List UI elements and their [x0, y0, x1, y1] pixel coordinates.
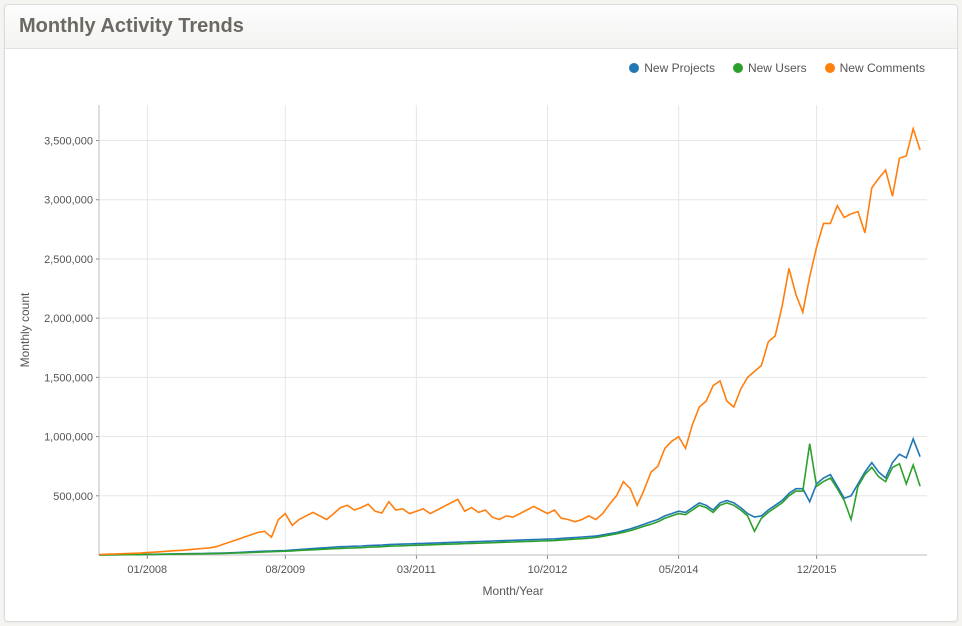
svg-text:08/2009: 08/2009	[265, 564, 305, 576]
legend-item-new-projects[interactable]: New Projects	[629, 61, 715, 75]
svg-text:1,500,000: 1,500,000	[44, 372, 93, 384]
panel-header: Monthly Activity Trends	[5, 5, 957, 49]
chart-panel: Monthly Activity Trends New Projects New…	[4, 4, 958, 622]
svg-text:3,500,000: 3,500,000	[44, 136, 93, 148]
svg-text:03/2011: 03/2011	[397, 564, 436, 576]
legend-swatch-icon	[733, 63, 743, 73]
svg-text:1,000,000: 1,000,000	[44, 432, 93, 444]
svg-text:01/2008: 01/2008	[127, 564, 167, 576]
svg-text:2,000,000: 2,000,000	[44, 313, 93, 325]
legend-item-new-users[interactable]: New Users	[733, 61, 807, 75]
chart-legend: New Projects New Users New Comments	[13, 57, 949, 75]
svg-text:Month/Year: Month/Year	[483, 584, 544, 598]
svg-text:12/2015: 12/2015	[797, 564, 837, 576]
svg-text:3,000,000: 3,000,000	[44, 195, 93, 207]
legend-label: New Comments	[840, 61, 925, 75]
activity-line-chart: 500,000 1,000,000 1,500,000 2,000,000 2,500,…	[13, 75, 945, 615]
legend-item-new-comments[interactable]: New Comments	[825, 61, 925, 75]
svg-text:500,000: 500,000	[53, 491, 93, 503]
svg-text:10/2012: 10/2012	[528, 564, 568, 576]
svg-text:2,500,000: 2,500,000	[44, 254, 93, 266]
legend-label: New Projects	[644, 61, 715, 75]
svg-text:05/2014: 05/2014	[659, 564, 699, 576]
chart-area: 500,000 1,000,000 1,500,000 2,000,000 2,500,…	[13, 75, 945, 615]
legend-label: New Users	[748, 61, 807, 75]
panel-body: New Projects New Users New Comments 500,…	[5, 49, 957, 621]
panel-title: Monthly Activity Trends	[19, 15, 943, 38]
legend-swatch-icon	[629, 63, 639, 73]
svg-text:Monthly count: Monthly count	[18, 292, 32, 367]
legend-swatch-icon	[825, 63, 835, 73]
